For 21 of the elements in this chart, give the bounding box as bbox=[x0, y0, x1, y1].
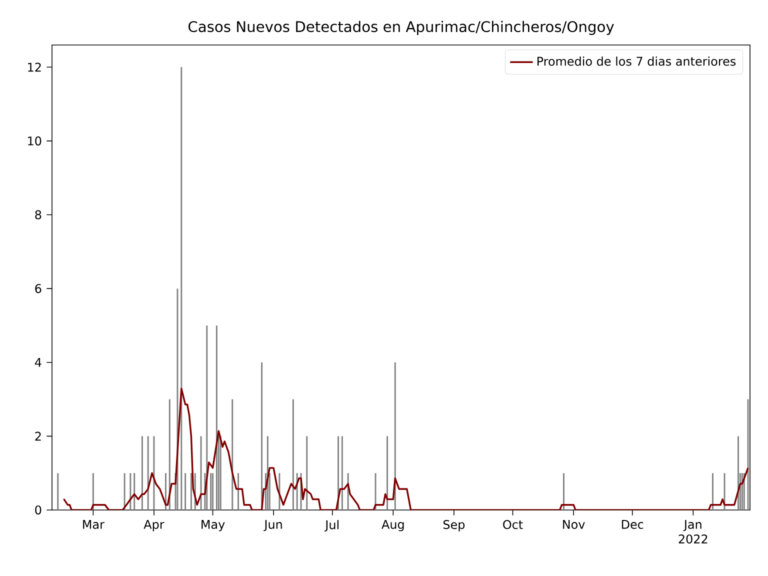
x-tick-label: Nov bbox=[563, 520, 585, 529]
x-tick-label: Jan 2022 bbox=[678, 520, 708, 544]
x-tick-label: Dec bbox=[622, 520, 644, 529]
legend-label: Promedio de los 7 dias anteriores bbox=[537, 56, 736, 66]
y-tick-label: 6 bbox=[35, 284, 42, 294]
x-tick-label: Mar bbox=[83, 520, 104, 529]
chart-title: Casos Nuevos Detectados en Apurimac/Chincheros/Ongoy bbox=[188, 20, 614, 35]
x-tick-label: Apr bbox=[144, 520, 164, 532]
y-tick-label: 4 bbox=[34, 358, 42, 367]
x-tick-label: Jun bbox=[264, 520, 282, 532]
x-tick-label: Jul bbox=[324, 520, 338, 532]
x-tick-label: May bbox=[202, 520, 225, 532]
y-tick-label: 0 bbox=[35, 505, 42, 515]
line-series bbox=[62, 388, 749, 510]
y-tick-label: 8 bbox=[35, 210, 42, 220]
y-tick-label: 2 bbox=[35, 432, 41, 441]
x-tick-label: Oct bbox=[503, 520, 523, 530]
y-tick-label: 12 bbox=[28, 62, 41, 72]
y-tick-label: 10 bbox=[28, 136, 42, 146]
x-tick-label: Aug bbox=[382, 520, 404, 532]
x-tick-label: Sep bbox=[443, 520, 465, 532]
